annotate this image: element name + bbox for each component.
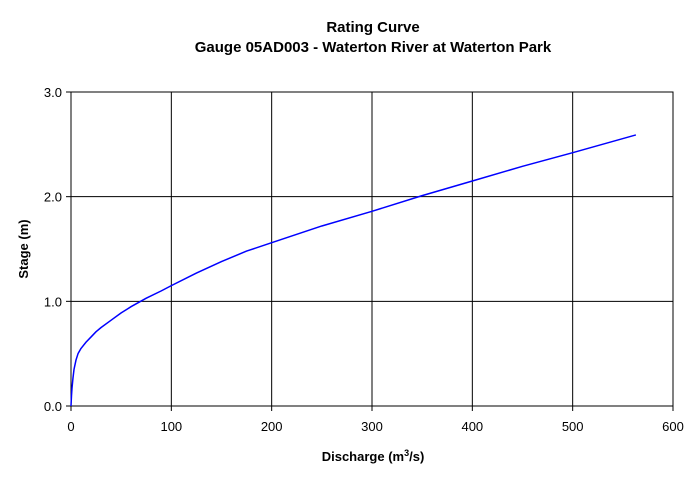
x-tick-label: 400: [461, 419, 483, 434]
x-tick-label: 200: [261, 419, 283, 434]
series-group: [70, 134, 637, 407]
x-axis-label-base: Discharge (m: [322, 449, 404, 464]
chart-subtitle: Gauge 05AD003 - Waterton River at Watert…: [195, 39, 552, 56]
x-axis-label: Discharge (m3/s): [322, 448, 425, 464]
x-axis-label-tail: /s): [409, 449, 424, 464]
y-tick-label: 0.0: [44, 399, 62, 414]
chart-title: Rating Curve: [326, 19, 419, 36]
x-tick-label: 500: [562, 419, 584, 434]
x-tick-label: 600: [662, 419, 684, 434]
x-tick-label: 300: [361, 419, 383, 434]
y-axis-label: Stage (m): [16, 219, 31, 278]
x-tick-label: 100: [160, 419, 182, 434]
y-axis-ticks: 0.0 1.0 2.0 3.0: [44, 85, 71, 414]
x-axis-ticks: 0 100 200 300 400 500 600: [67, 406, 684, 434]
rating-curve-line: [70, 134, 637, 407]
y-tick-label: 1.0: [44, 294, 62, 309]
grid-lines: [71, 92, 673, 406]
y-tick-label: 3.0: [44, 85, 62, 100]
x-axis-label-superscript: 3: [404, 448, 409, 458]
x-tick-label: 0: [67, 419, 74, 434]
y-tick-label: 2.0: [44, 190, 62, 205]
